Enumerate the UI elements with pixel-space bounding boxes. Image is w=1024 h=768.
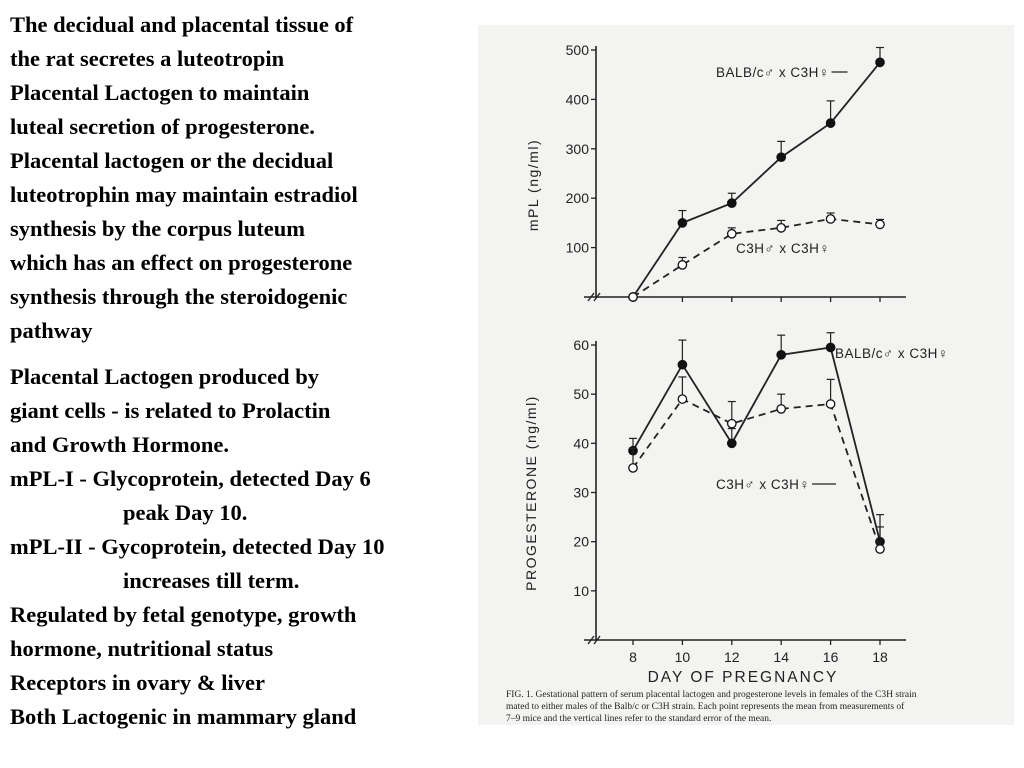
data-point: [825, 118, 836, 128]
data-point: [875, 219, 885, 230]
data-point: [677, 218, 688, 228]
data-point: [776, 222, 787, 233]
data-point: [677, 359, 688, 370]
mpl1-detail: peak Day 10.: [123, 500, 248, 525]
text-line: which has an effect on progesterone: [10, 250, 353, 275]
series-label: BALB/c♂ x C3H♀: [835, 346, 949, 361]
text-line: pathway: [10, 318, 93, 343]
data-point: [677, 260, 688, 270]
text-line: Placental Lactogen produced by: [10, 364, 319, 389]
data-point: [628, 463, 638, 473]
x-tick-label: 18: [872, 649, 888, 665]
y-tick-label: 60: [573, 337, 589, 353]
paragraph-gap: [10, 348, 480, 360]
y-tick-label: 50: [573, 386, 589, 402]
text-line: and Growth Hormone.: [10, 432, 229, 457]
y-tick-label: 500: [566, 42, 590, 58]
y-tick-label: 40: [573, 435, 589, 451]
x-tick-label: 8: [629, 649, 637, 665]
data-point: [776, 349, 787, 360]
data-point: [726, 228, 737, 239]
paragraph-1: The decidual and placental tissue of the …: [10, 8, 480, 348]
series-line: [632, 346, 881, 542]
slide-text: The decidual and placental tissue of the …: [10, 8, 480, 734]
y-axis-label: mPL (ng/ml): [525, 139, 541, 231]
text-line: Receptors in ovary & liver: [10, 670, 265, 695]
text-line: luteotrophin may maintain estradiol: [10, 182, 358, 207]
text-line: hormone, nutritional status: [10, 636, 274, 661]
series-line: [632, 61, 881, 298]
data-point: [628, 292, 638, 302]
series-label: C3H♂ x C3H♀: [736, 241, 830, 256]
caption-line: 7–9 mice and the vertical lines refer to…: [506, 714, 772, 724]
axis-break-mark: [587, 292, 595, 302]
series-label: C3H♂ x C3H♀: [716, 477, 810, 492]
series-line: [632, 217, 881, 298]
x-tick-label: 12: [724, 649, 740, 665]
data-point: [875, 544, 885, 554]
series-label: BALB/c♂ x C3H♀: [716, 65, 830, 80]
data-point: [825, 399, 836, 409]
text-line: Regulated by fetal genotype, growth: [10, 602, 357, 627]
data-point: [776, 152, 787, 163]
mpl2-detail: increases till term.: [123, 568, 300, 593]
y-tick-label: 400: [566, 91, 590, 107]
text-line: Placental lactogen or the decidual: [10, 148, 334, 173]
text-line: synthesis by the corpus luteum: [10, 216, 306, 241]
data-point: [825, 214, 836, 224]
x-tick-label: 10: [675, 649, 691, 665]
x-tick-label: 16: [823, 649, 839, 665]
x-tick-label: 14: [773, 649, 789, 665]
data-point: [726, 198, 737, 208]
text-line: The decidual and placental tissue of: [10, 12, 354, 37]
paragraph-2: Placental Lactogen produced by giant cell…: [10, 360, 480, 496]
axis-break-mark: [587, 635, 595, 645]
text-line: the rat secretes a luteotropin: [10, 46, 285, 71]
y-tick-label: 20: [573, 534, 589, 550]
text-line: mPL-I - Glycoprotein, detected Day 6: [10, 466, 371, 491]
caption-line: mated to either males of the Balb/c or C…: [506, 702, 905, 712]
x-axis-label: DAY OF PREGNANCY: [648, 669, 839, 685]
mpl2-line: mPL-II - Gycoprotein, detected Day 10: [10, 534, 385, 559]
y-tick-label: 10: [573, 583, 589, 599]
text-line: Both Lactogenic in mammary gland: [10, 704, 357, 729]
caption-line: FIG. 1. Gestational pattern of serum pla…: [506, 690, 917, 700]
text-line: synthesis through the steroidogenic: [10, 284, 348, 309]
data-point: [825, 342, 836, 353]
figure-caption: FIG. 1. Gestational pattern of serum pla…: [506, 689, 976, 725]
data-point: [726, 438, 737, 449]
text-line: Placental Lactogen to maintain: [10, 80, 310, 105]
text-line: luteal secretion of progesterone.: [10, 114, 315, 139]
text-line: giant cells - is related to Prolactin: [10, 398, 331, 423]
data-point: [875, 57, 885, 68]
data-point: [726, 418, 737, 429]
axis-break-mark: [593, 635, 601, 645]
y-tick-label: 300: [566, 141, 590, 157]
data-point: [776, 404, 787, 414]
figure-chart-svg: 100 200 300 400 500 mPL (ng/ml) BALB/c♂ x C3H♀…: [523, 42, 949, 685]
figure-panel: 100 200 300 400 500 mPL (ng/ml) BALB/c♂ x C3H♀…: [478, 25, 1014, 725]
series-line: [632, 397, 881, 550]
y-tick-label: 30: [573, 485, 589, 501]
y-axis-label: PROGESTERONE (ng/ml): [523, 395, 539, 591]
paragraph-3: Regulated by fetal genotype, growth hormo…: [10, 598, 480, 734]
data-point: [677, 394, 688, 404]
y-tick-label: 100: [566, 240, 590, 256]
axis-break-mark: [593, 292, 601, 302]
y-tick-label: 200: [566, 190, 590, 206]
